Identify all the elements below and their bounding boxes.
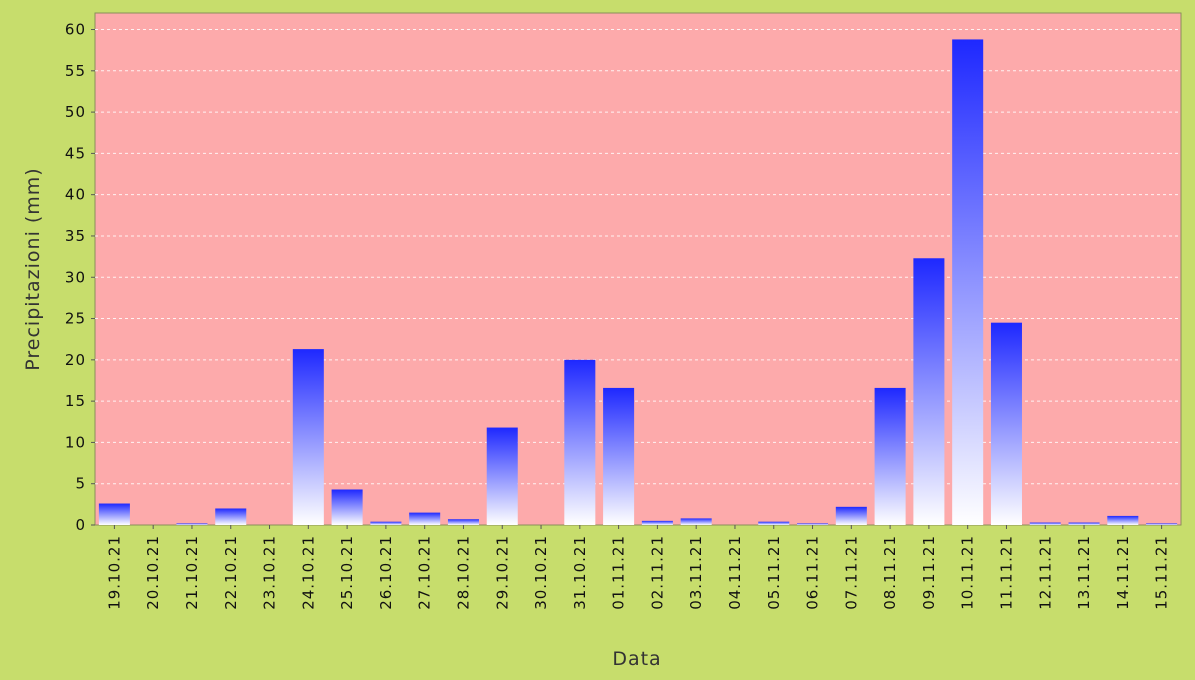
bar-08.11.21	[874, 387, 906, 525]
bar-29.10.21	[486, 427, 518, 525]
x-tick-label: 09.11.21	[920, 535, 938, 610]
x-tick-label: 28.10.21	[454, 535, 472, 610]
x-tick-label: 22.10.21	[222, 535, 240, 610]
bar-05.11.21	[758, 521, 790, 525]
x-axis-ticks: 19.10.21 20.10.21 21.10.21 22.10.21 23.10.21…	[105, 525, 1171, 610]
y-tick-label: 15	[65, 392, 86, 410]
y-tick-label: 10	[65, 433, 86, 451]
y-tick-label: 60	[65, 21, 86, 39]
x-tick-label: 07.11.21	[842, 535, 860, 610]
bars	[98, 39, 1178, 525]
x-tick-label: 06.11.21	[804, 535, 822, 610]
bar-31.10.21	[564, 359, 596, 525]
x-tick-label: 26.10.21	[377, 535, 395, 610]
bar-01.11.21	[603, 387, 635, 525]
y-tick-label: 20	[65, 351, 86, 369]
x-tick-label: 29.10.21	[493, 535, 511, 610]
bar-06.11.21	[797, 523, 829, 525]
bar-27.10.21	[409, 512, 441, 525]
bar-13.11.21	[1068, 522, 1100, 525]
grid-lines	[95, 29, 1181, 485]
bar-02.11.21	[641, 520, 673, 525]
bar-25.10.21	[331, 489, 363, 525]
x-tick-label: 20.10.21	[144, 535, 162, 610]
x-tick-label: 04.11.21	[726, 535, 744, 610]
y-tick-label: 5	[75, 475, 86, 493]
bar-22.10.21	[215, 508, 247, 525]
x-tick-label: 27.10.21	[416, 535, 434, 610]
y-tick-label: 40	[65, 186, 86, 204]
x-tick-label: 13.11.21	[1075, 535, 1093, 610]
x-tick-label: 08.11.21	[881, 535, 899, 610]
bar-21.10.21	[176, 523, 208, 525]
y-tick-label: 0	[75, 516, 86, 534]
bar-09.11.21	[913, 258, 945, 525]
x-tick-label: 25.10.21	[338, 535, 356, 610]
bar-07.11.21	[835, 506, 867, 525]
bar-26.10.21	[370, 521, 402, 525]
x-tick-label: 14.11.21	[1114, 535, 1132, 610]
x-tick-label: 30.10.21	[532, 535, 550, 610]
x-tick-label: 24.10.21	[299, 535, 317, 610]
x-tick-label: 19.10.21	[105, 535, 123, 610]
y-tick-label: 50	[65, 103, 86, 121]
x-axis-title: Data	[612, 648, 661, 670]
x-tick-label: 01.11.21	[610, 535, 628, 610]
x-tick-label: 02.11.21	[648, 535, 666, 610]
x-tick-label: 21.10.21	[183, 535, 201, 610]
x-tick-label: 12.11.21	[1036, 535, 1054, 610]
bar-14.11.21	[1107, 515, 1139, 525]
y-tick-label: 45	[65, 144, 86, 162]
bar-11.11.21	[990, 322, 1022, 525]
x-tick-label: 15.11.21	[1153, 535, 1171, 610]
y-tick-label: 35	[65, 227, 86, 245]
bar-24.10.21	[292, 349, 324, 525]
bar-15.11.21	[1146, 523, 1178, 525]
x-tick-label: 23.10.21	[261, 535, 279, 610]
y-axis-title: Precipitazioni (mm)	[22, 167, 44, 370]
x-tick-label: 05.11.21	[765, 535, 783, 610]
bar-12.11.21	[1029, 522, 1061, 525]
bar-19.10.21	[98, 503, 130, 525]
x-tick-label: 11.11.21	[997, 535, 1015, 610]
bar-10.11.21	[952, 39, 984, 525]
y-tick-label: 55	[65, 62, 86, 80]
x-tick-label: 31.10.21	[571, 535, 589, 610]
y-tick-label: 25	[65, 310, 86, 328]
y-tick-label: 30	[65, 268, 86, 286]
x-tick-label: 03.11.21	[687, 535, 705, 610]
bar-03.11.21	[680, 518, 712, 525]
bar-28.10.21	[447, 519, 479, 525]
y-axis-ticks: 0 5 10 15 20 25 30 35 40 45 50 55 60	[65, 21, 95, 534]
x-tick-label: 10.11.21	[959, 535, 977, 610]
